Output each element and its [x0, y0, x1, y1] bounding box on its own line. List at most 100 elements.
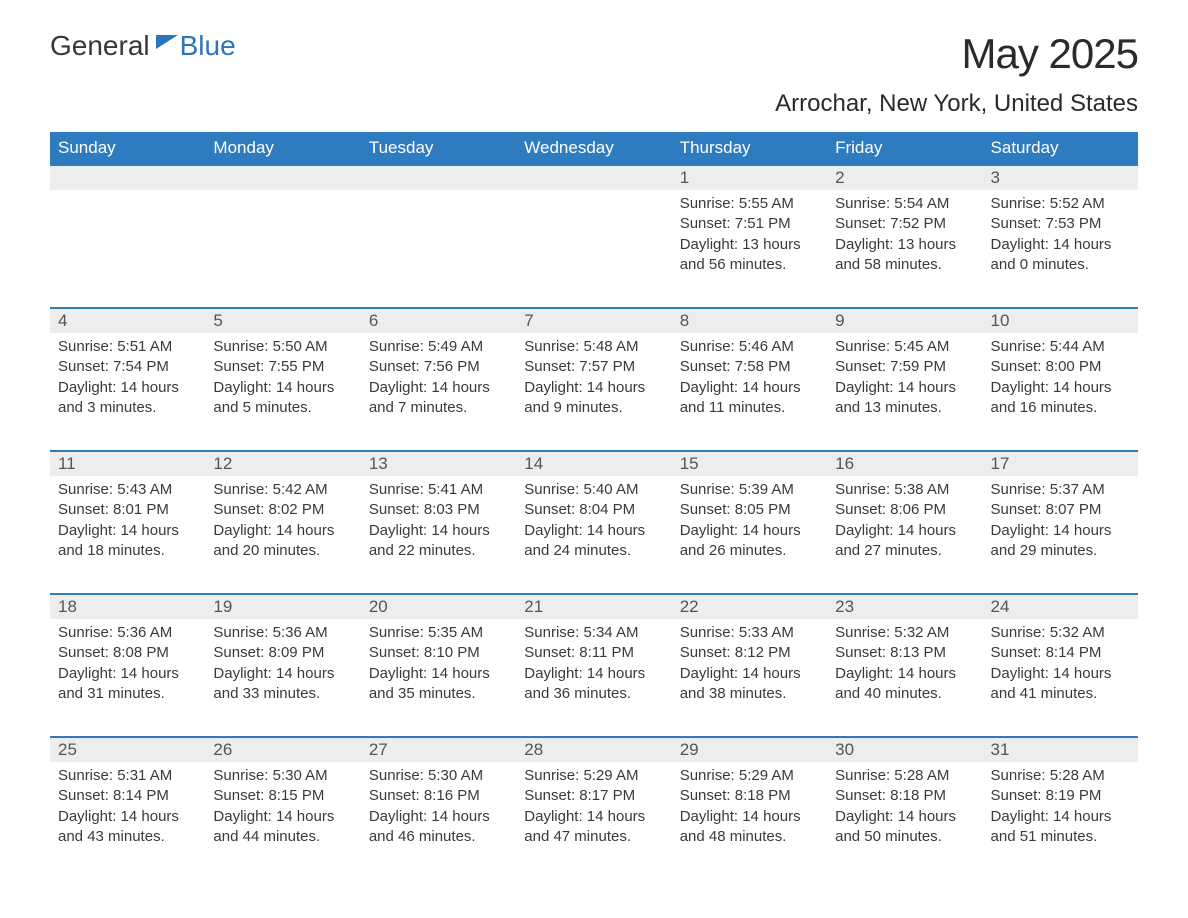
daylight-line: Daylight: 14 hours and 33 minutes. — [213, 664, 352, 705]
sunrise-line: Sunrise: 5:36 AM — [213, 623, 352, 643]
day-number: 20 — [361, 595, 516, 619]
day-content: Sunrise: 5:28 AMSunset: 8:19 PMDaylight:… — [983, 762, 1138, 851]
day-cell: Sunrise: 5:49 AMSunset: 7:56 PMDaylight:… — [361, 333, 516, 451]
daylight-line: Daylight: 14 hours and 18 minutes. — [58, 521, 197, 562]
day-number-cell: 27 — [361, 737, 516, 762]
day-content: Sunrise: 5:46 AMSunset: 7:58 PMDaylight:… — [672, 333, 827, 422]
day-number-cell: 24 — [983, 594, 1138, 619]
sunrise-line: Sunrise: 5:29 AM — [524, 766, 663, 786]
sunset-line: Sunset: 8:19 PM — [991, 786, 1130, 806]
sunset-line: Sunset: 8:11 PM — [524, 643, 663, 663]
logo-text-blue: Blue — [180, 30, 236, 62]
day-content: Sunrise: 5:30 AMSunset: 8:15 PMDaylight:… — [205, 762, 360, 851]
day-cell: Sunrise: 5:52 AMSunset: 7:53 PMDaylight:… — [983, 190, 1138, 308]
day-number-cell: 29 — [672, 737, 827, 762]
sunrise-line: Sunrise: 5:43 AM — [58, 480, 197, 500]
day-number-cell: 16 — [827, 451, 982, 476]
weekday-header: Friday — [827, 132, 982, 165]
sunrise-line: Sunrise: 5:36 AM — [58, 623, 197, 643]
day-number: 13 — [361, 452, 516, 476]
day-cell: Sunrise: 5:46 AMSunset: 7:58 PMDaylight:… — [672, 333, 827, 451]
day-cell: Sunrise: 5:31 AMSunset: 8:14 PMDaylight:… — [50, 762, 205, 862]
daylight-line: Daylight: 14 hours and 7 minutes. — [369, 378, 508, 419]
day-content: Sunrise: 5:41 AMSunset: 8:03 PMDaylight:… — [361, 476, 516, 565]
weekday-header: Saturday — [983, 132, 1138, 165]
day-number-cell: 14 — [516, 451, 671, 476]
day-content-row: Sunrise: 5:51 AMSunset: 7:54 PMDaylight:… — [50, 333, 1138, 451]
day-number-row: 25262728293031 — [50, 737, 1138, 762]
day-number: 3 — [983, 166, 1138, 190]
day-number: 17 — [983, 452, 1138, 476]
sunset-line: Sunset: 8:03 PM — [369, 500, 508, 520]
daylight-line: Daylight: 14 hours and 3 minutes. — [58, 378, 197, 419]
day-number: 12 — [205, 452, 360, 476]
daylight-line: Daylight: 14 hours and 9 minutes. — [524, 378, 663, 419]
daylight-line: Daylight: 14 hours and 31 minutes. — [58, 664, 197, 705]
weekday-header: Tuesday — [361, 132, 516, 165]
sunrise-line: Sunrise: 5:35 AM — [369, 623, 508, 643]
page-header: General Blue May 2025 Arrochar, New York… — [50, 30, 1138, 118]
day-number: 25 — [50, 738, 205, 762]
sunset-line: Sunset: 7:54 PM — [58, 357, 197, 377]
sunrise-line: Sunrise: 5:46 AM — [680, 337, 819, 357]
daylight-line: Daylight: 14 hours and 36 minutes. — [524, 664, 663, 705]
day-number: 6 — [361, 309, 516, 333]
day-content: Sunrise: 5:30 AMSunset: 8:16 PMDaylight:… — [361, 762, 516, 851]
sunrise-line: Sunrise: 5:33 AM — [680, 623, 819, 643]
day-content: Sunrise: 5:31 AMSunset: 8:14 PMDaylight:… — [50, 762, 205, 851]
day-cell: Sunrise: 5:40 AMSunset: 8:04 PMDaylight:… — [516, 476, 671, 594]
sunset-line: Sunset: 8:12 PM — [680, 643, 819, 663]
day-content-row: Sunrise: 5:31 AMSunset: 8:14 PMDaylight:… — [50, 762, 1138, 862]
sunset-line: Sunset: 8:14 PM — [991, 643, 1130, 663]
day-number-cell — [361, 165, 516, 190]
day-number: 19 — [205, 595, 360, 619]
day-cell: Sunrise: 5:38 AMSunset: 8:06 PMDaylight:… — [827, 476, 982, 594]
sunrise-line: Sunrise: 5:31 AM — [58, 766, 197, 786]
day-number-cell: 3 — [983, 165, 1138, 190]
day-content: Sunrise: 5:51 AMSunset: 7:54 PMDaylight:… — [50, 333, 205, 422]
day-number: 30 — [827, 738, 982, 762]
day-content: Sunrise: 5:34 AMSunset: 8:11 PMDaylight:… — [516, 619, 671, 708]
daylight-line: Daylight: 13 hours and 58 minutes. — [835, 235, 974, 276]
daylight-line: Daylight: 14 hours and 0 minutes. — [991, 235, 1130, 276]
sunset-line: Sunset: 8:00 PM — [991, 357, 1130, 377]
sunset-line: Sunset: 7:56 PM — [369, 357, 508, 377]
day-content-row: Sunrise: 5:36 AMSunset: 8:08 PMDaylight:… — [50, 619, 1138, 737]
day-number-cell: 18 — [50, 594, 205, 619]
daylight-line: Daylight: 14 hours and 20 minutes. — [213, 521, 352, 562]
sunset-line: Sunset: 8:09 PM — [213, 643, 352, 663]
day-number: 9 — [827, 309, 982, 333]
daylight-line: Daylight: 14 hours and 13 minutes. — [835, 378, 974, 419]
sunrise-line: Sunrise: 5:55 AM — [680, 194, 819, 214]
sunset-line: Sunset: 8:13 PM — [835, 643, 974, 663]
day-content-row: Sunrise: 5:55 AMSunset: 7:51 PMDaylight:… — [50, 190, 1138, 308]
day-number: 24 — [983, 595, 1138, 619]
day-number-cell — [50, 165, 205, 190]
daylight-line: Daylight: 14 hours and 44 minutes. — [213, 807, 352, 848]
day-number-row: 123 — [50, 165, 1138, 190]
day-cell: Sunrise: 5:43 AMSunset: 8:01 PMDaylight:… — [50, 476, 205, 594]
day-cell: Sunrise: 5:29 AMSunset: 8:18 PMDaylight:… — [672, 762, 827, 862]
day-cell: Sunrise: 5:42 AMSunset: 8:02 PMDaylight:… — [205, 476, 360, 594]
day-number-cell: 21 — [516, 594, 671, 619]
weekday-header: Sunday — [50, 132, 205, 165]
day-number: 23 — [827, 595, 982, 619]
day-number: 27 — [361, 738, 516, 762]
day-cell: Sunrise: 5:29 AMSunset: 8:17 PMDaylight:… — [516, 762, 671, 862]
weekday-header: Wednesday — [516, 132, 671, 165]
daylight-line: Daylight: 14 hours and 51 minutes. — [991, 807, 1130, 848]
day-number: 1 — [672, 166, 827, 190]
day-content: Sunrise: 5:52 AMSunset: 7:53 PMDaylight:… — [983, 190, 1138, 279]
day-content: Sunrise: 5:42 AMSunset: 8:02 PMDaylight:… — [205, 476, 360, 565]
daylight-line: Daylight: 14 hours and 46 minutes. — [369, 807, 508, 848]
day-cell: Sunrise: 5:54 AMSunset: 7:52 PMDaylight:… — [827, 190, 982, 308]
day-number: 16 — [827, 452, 982, 476]
day-cell: Sunrise: 5:55 AMSunset: 7:51 PMDaylight:… — [672, 190, 827, 308]
day-cell: Sunrise: 5:41 AMSunset: 8:03 PMDaylight:… — [361, 476, 516, 594]
day-content: Sunrise: 5:54 AMSunset: 7:52 PMDaylight:… — [827, 190, 982, 279]
sunrise-line: Sunrise: 5:37 AM — [991, 480, 1130, 500]
day-number: 4 — [50, 309, 205, 333]
sunrise-line: Sunrise: 5:28 AM — [991, 766, 1130, 786]
day-number-row: 18192021222324 — [50, 594, 1138, 619]
sunrise-line: Sunrise: 5:54 AM — [835, 194, 974, 214]
